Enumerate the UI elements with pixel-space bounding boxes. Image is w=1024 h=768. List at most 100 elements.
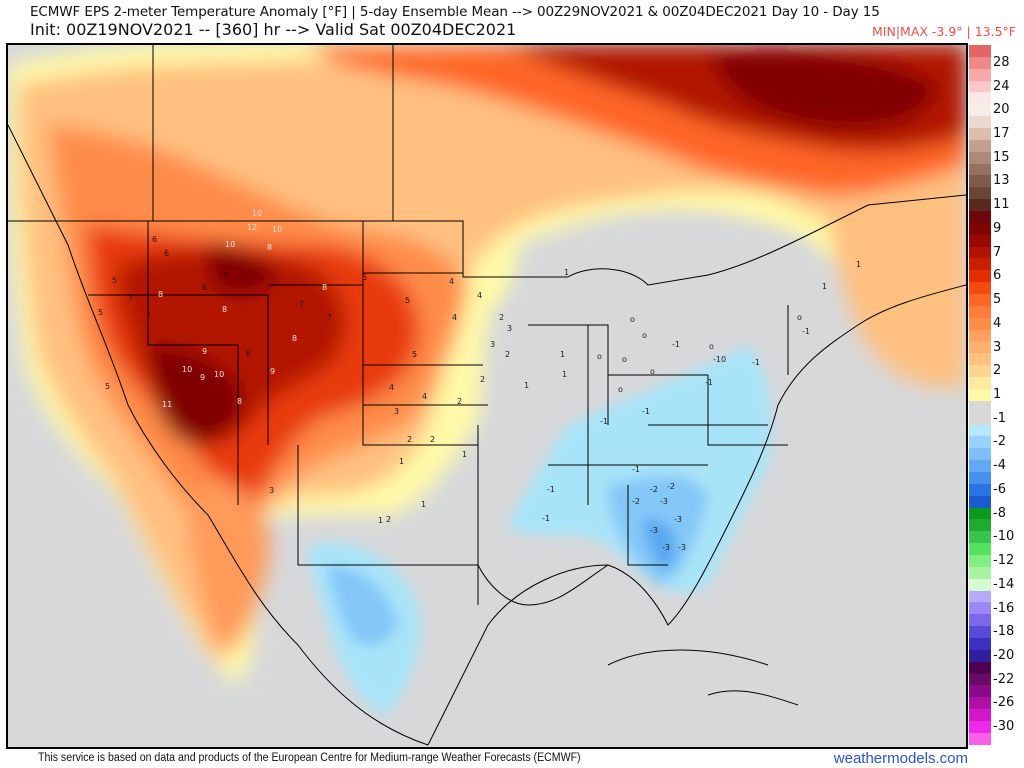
colorbar-tick-label: 15 bbox=[993, 149, 1010, 165]
colorbar-swatch bbox=[969, 590, 991, 603]
colorbar-tick-label: 13 bbox=[993, 173, 1010, 189]
colorbar-swatch bbox=[969, 578, 991, 591]
colorbar-swatch bbox=[969, 471, 991, 484]
colorbar-swatch bbox=[969, 234, 991, 247]
colorbar-swatch bbox=[969, 92, 991, 105]
anomaly-value-label: 3 bbox=[507, 324, 512, 333]
colorbar-swatch bbox=[969, 365, 991, 378]
anomaly-value-label: -3 bbox=[678, 543, 686, 552]
colorbar-tick-label: -18 bbox=[993, 624, 1015, 640]
colorbar-swatch bbox=[969, 104, 991, 117]
colorbar-swatch bbox=[969, 483, 991, 496]
data-disclaimer: This service is based on data and produc… bbox=[38, 752, 581, 764]
anomaly-value-label: -3 bbox=[650, 526, 658, 535]
anomaly-value-label: 8 bbox=[292, 334, 297, 343]
anomaly-value-label: 1 bbox=[856, 260, 861, 269]
colorbar-swatch bbox=[969, 507, 991, 520]
colorbar-swatch bbox=[969, 139, 991, 152]
colorbar-swatch bbox=[969, 602, 991, 615]
colorbar-swatch bbox=[969, 637, 991, 650]
anomaly-value-label: 4 bbox=[449, 277, 454, 286]
colorbar-swatch bbox=[969, 258, 991, 271]
anomaly-value-label: 1 bbox=[562, 370, 567, 379]
anomaly-value-label: 6 bbox=[152, 235, 157, 244]
colorbar-swatch bbox=[969, 424, 991, 437]
init-valid-line: Init: 00Z19NOV2021 -- [360] hr --> Valid… bbox=[30, 20, 517, 39]
anomaly-map[interactable]: 12 10 10 10 11 10 10 9 9 9 8 8 8 8 8 8 7 7 7 7 7 6 6 6 6 5 5 5 6 5 5 4 4… bbox=[6, 43, 968, 749]
colorbar-tick-label: -14 bbox=[993, 576, 1015, 592]
colorbar-swatch bbox=[969, 128, 991, 140]
anomaly-value-label: 1 bbox=[822, 282, 827, 291]
colorbar-swatch bbox=[969, 341, 991, 354]
anomaly-value-label: 6 bbox=[164, 249, 169, 258]
anomaly-value-label: 1 bbox=[421, 500, 426, 509]
colorbar-swatch bbox=[969, 531, 991, 544]
anomaly-value-label: 4 bbox=[477, 291, 482, 300]
anomaly-value-label: -1 bbox=[642, 407, 650, 416]
anomaly-value-label: 4 bbox=[452, 313, 457, 322]
colorbar-swatch bbox=[969, 661, 991, 674]
anomaly-value-label: 2 bbox=[430, 435, 435, 444]
anomaly-value-label: o bbox=[797, 313, 802, 322]
colorbar-swatch bbox=[969, 732, 991, 745]
colorbar-swatch bbox=[969, 460, 991, 472]
colorbar-tick-label: 9 bbox=[993, 220, 1002, 236]
colorbar-tick-label: -22 bbox=[993, 671, 1015, 687]
political-borders bbox=[8, 45, 966, 746]
colorbar-tick-label: -2 bbox=[993, 434, 1006, 450]
anomaly-value-label: o bbox=[618, 385, 623, 394]
anomaly-value-label: -1 bbox=[547, 485, 555, 494]
anomaly-value-label: 5 bbox=[412, 350, 417, 359]
colorbar-swatch bbox=[969, 222, 991, 235]
colorbar-swatch bbox=[969, 519, 991, 532]
colorbar-swatch bbox=[969, 626, 991, 638]
anomaly-value-label: -2 bbox=[650, 485, 658, 494]
colorbar-swatch bbox=[969, 543, 991, 555]
anomaly-value-label: -1 bbox=[632, 465, 640, 474]
colorbar-tick-label: 1 bbox=[993, 387, 1002, 402]
anomaly-value-label: -3 bbox=[662, 543, 670, 552]
anomaly-value-label: 9 bbox=[202, 347, 207, 356]
anomaly-value-label: -2 bbox=[667, 482, 675, 491]
colorbar-tick-label: 5 bbox=[993, 292, 1002, 308]
anomaly-value-label: o bbox=[597, 352, 602, 361]
anomaly-value-label: 2 bbox=[480, 375, 485, 384]
colorbar-tick-label: 6 bbox=[993, 268, 1002, 284]
colorbar-tick-label: -26 bbox=[993, 695, 1015, 711]
anomaly-value-label: 4 bbox=[422, 392, 427, 401]
anomaly-value-label: 6 bbox=[362, 273, 367, 282]
colorbar-swatch bbox=[969, 80, 991, 93]
anomaly-value-label: 2 bbox=[386, 515, 391, 524]
colorbar-swatch bbox=[969, 294, 991, 306]
colorbar-tick-label: -16 bbox=[993, 600, 1015, 616]
brand-link[interactable]: weathermodels.com bbox=[833, 750, 968, 767]
anomaly-value-label: 9 bbox=[200, 373, 205, 382]
colorbar-swatch bbox=[969, 400, 991, 413]
anomaly-value-label: 7 bbox=[128, 293, 133, 302]
colorbar-swatch bbox=[969, 388, 991, 401]
anomaly-value-label: o bbox=[622, 355, 627, 364]
colorbar-tick-label: 4 bbox=[993, 315, 1002, 331]
colorbar-swatch bbox=[969, 270, 991, 283]
anomaly-value-label: -2 bbox=[632, 497, 640, 506]
colorbar-swatch bbox=[969, 175, 991, 188]
colorbar-tick-label: -6 bbox=[993, 481, 1006, 497]
anomaly-value-label: 2 bbox=[499, 313, 504, 322]
anomaly-value-label: 9 bbox=[270, 367, 275, 376]
colorbar-swatch bbox=[969, 211, 991, 223]
anomaly-value-label: 4 bbox=[389, 383, 394, 392]
colorbar-swatch bbox=[969, 697, 991, 710]
anomaly-value-label: 2 bbox=[505, 350, 510, 359]
colorbar-swatch bbox=[969, 614, 991, 627]
anomaly-value-label: 12 bbox=[247, 223, 257, 232]
anomaly-value-label: 1 bbox=[524, 381, 529, 390]
colorbar-tick-label: -4 bbox=[993, 458, 1006, 474]
colorbar-swatch bbox=[969, 436, 991, 449]
anomaly-value-label: -3 bbox=[674, 515, 682, 524]
anomaly-value-label: -1 bbox=[802, 327, 810, 336]
colorbar-swatch bbox=[969, 412, 991, 425]
colorbar-swatch bbox=[969, 305, 991, 318]
colorbar-swatch bbox=[969, 554, 991, 567]
anomaly-value-label: 2 bbox=[407, 435, 412, 444]
anomaly-value-label: 8 bbox=[267, 243, 272, 252]
